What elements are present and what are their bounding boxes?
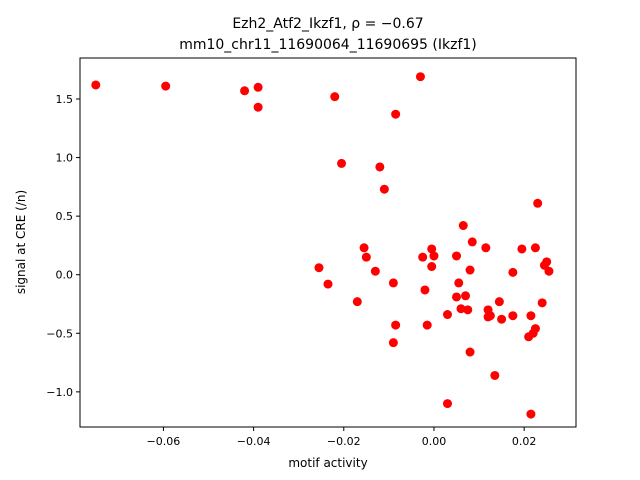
data-point <box>420 285 430 295</box>
data-point <box>388 338 398 348</box>
y-tick-label: 0.5 <box>56 210 74 223</box>
data-point <box>240 86 250 96</box>
data-point <box>452 251 462 261</box>
data-point <box>388 278 398 288</box>
data-point <box>526 311 536 321</box>
data-point <box>427 262 437 272</box>
data-point <box>91 80 101 90</box>
y-tick-label: −0.5 <box>46 327 73 340</box>
data-point <box>161 81 171 91</box>
chart-title-line1: Ezh2_Atf2_Ikzf1, ρ = −0.67 <box>232 16 423 32</box>
data-point <box>442 310 452 320</box>
data-point <box>422 320 432 330</box>
x-axis-label: motif activity <box>288 456 367 470</box>
data-point <box>528 328 538 338</box>
data-points <box>91 72 554 419</box>
data-point <box>481 243 491 253</box>
data-point <box>537 298 547 308</box>
data-point <box>485 311 495 321</box>
data-point <box>427 244 437 254</box>
data-point <box>379 184 389 194</box>
x-tick-label: 0.00 <box>422 435 447 448</box>
data-point <box>544 266 554 276</box>
chart-title-line2: mm10_chr11_11690064_11690695 (Ikzf1) <box>179 37 477 53</box>
data-point <box>323 279 333 289</box>
data-point <box>253 82 263 92</box>
data-point <box>361 252 371 262</box>
data-point <box>490 370 500 380</box>
y-axis-ticks: −1.0 −0.5 0.0 0.5 1.0 1.5 <box>46 93 80 399</box>
x-axis-ticks: −0.06 −0.04 −0.02 0.00 0.02 <box>147 427 537 448</box>
data-point <box>452 292 462 302</box>
y-tick-label: 0.0 <box>56 269 74 282</box>
data-point <box>337 158 347 168</box>
y-tick-label: −1.0 <box>46 386 73 399</box>
data-point <box>467 237 477 247</box>
data-point <box>542 257 552 267</box>
data-point <box>533 198 543 208</box>
data-point <box>494 297 504 307</box>
data-point <box>330 92 340 102</box>
x-tick-label: −0.04 <box>237 435 271 448</box>
data-point <box>530 243 540 253</box>
data-point <box>454 278 464 288</box>
y-tick-label: 1.5 <box>56 93 74 106</box>
data-point <box>456 304 466 314</box>
plot-frame <box>79 57 577 428</box>
data-point <box>429 251 439 261</box>
data-point <box>463 305 473 315</box>
data-point <box>465 347 475 357</box>
data-point <box>497 314 507 324</box>
data-point <box>458 221 468 231</box>
y-axis-label: signal at CRE (/n) <box>14 190 28 294</box>
data-point <box>391 320 401 330</box>
data-point <box>253 102 263 112</box>
x-tick-label: 0.02 <box>512 435 537 448</box>
data-point <box>517 244 527 254</box>
data-point <box>352 297 362 307</box>
data-point <box>461 291 471 301</box>
data-point <box>415 72 425 82</box>
data-point <box>526 409 536 419</box>
y-tick-label: 1.0 <box>56 152 74 165</box>
data-point <box>391 109 401 119</box>
data-point <box>508 311 518 321</box>
data-point <box>375 162 385 172</box>
data-point <box>418 252 428 262</box>
data-point <box>359 243 369 253</box>
data-point <box>314 263 324 273</box>
x-tick-label: −0.02 <box>327 435 361 448</box>
data-point <box>442 399 452 409</box>
data-point <box>465 265 475 275</box>
data-point <box>370 266 380 276</box>
data-point <box>508 267 518 277</box>
x-tick-label: −0.06 <box>147 435 181 448</box>
